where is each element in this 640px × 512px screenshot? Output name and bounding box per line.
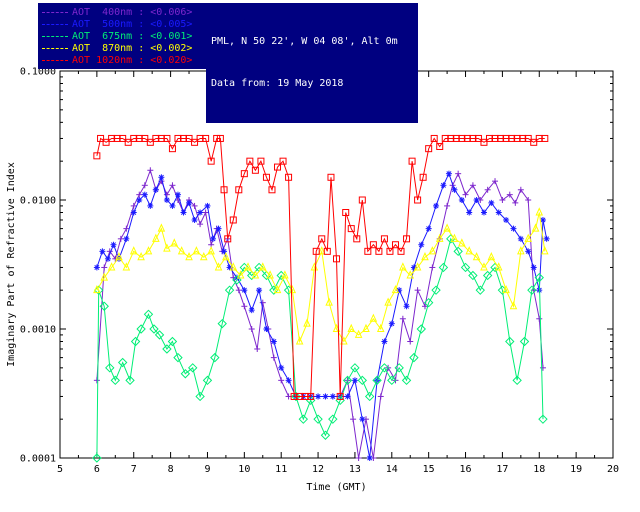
legend-separator: : — [132, 42, 151, 54]
legend-line-sample-1020nm — [42, 59, 68, 61]
svg-text:Time (GMT): Time (GMT) — [306, 482, 366, 493]
svg-text:0.0001: 0.0001 — [20, 454, 56, 465]
legend-label: AOT 870nm — [72, 42, 133, 54]
legend: AOT 400nm : <0.006> AOT 500nm : <0.005> … — [38, 3, 206, 69]
station-info: PML, N 50 22', W 04 08', Alt 0m Data fro… — [206, 3, 418, 123]
station-location-line: PML, N 50 22', W 04 08', Alt 0m — [211, 36, 398, 47]
legend-label: AOT 1020nm — [72, 54, 133, 66]
svg-text:16: 16 — [460, 464, 472, 475]
legend-separator: : — [132, 6, 151, 18]
svg-text:8: 8 — [168, 464, 174, 475]
legend-item-500nm: AOT 500nm : <0.005> — [42, 18, 202, 30]
legend-label: AOT 675nm — [72, 30, 133, 42]
legend-separator: : — [132, 54, 151, 66]
svg-text:12: 12 — [312, 464, 324, 475]
svg-text:5: 5 — [57, 464, 63, 475]
legend-line-sample-675nm — [42, 35, 68, 37]
legend-item-400nm: AOT 400nm : <0.006> — [42, 6, 202, 18]
svg-text:0.0100: 0.0100 — [20, 196, 56, 207]
svg-text:15: 15 — [423, 464, 435, 475]
legend-value: <0.020> — [150, 54, 193, 66]
legend-item-1020nm: AOT 1020nm : <0.020> — [42, 54, 202, 66]
legend-line-sample-870nm — [42, 47, 68, 49]
svg-text:9: 9 — [204, 464, 210, 475]
svg-text:17: 17 — [496, 464, 508, 475]
svg-text:0.0010: 0.0010 — [20, 325, 56, 336]
legend-line-sample-500nm — [42, 23, 68, 25]
legend-separator: : — [132, 30, 151, 42]
svg-text:6: 6 — [94, 464, 100, 475]
svg-text:13: 13 — [349, 464, 361, 475]
svg-text:20: 20 — [607, 464, 619, 475]
svg-text:18: 18 — [533, 464, 545, 475]
svg-text:0.1000: 0.1000 — [20, 67, 56, 78]
legend-line-sample-400nm — [42, 11, 68, 13]
legend-label: AOT 400nm — [72, 6, 133, 18]
svg-text:10: 10 — [238, 464, 250, 475]
svg-text:19: 19 — [570, 464, 582, 475]
data-date-line: Data from: 19 May 2018 — [211, 78, 344, 89]
legend-label: AOT 500nm — [72, 18, 133, 30]
svg-text:11: 11 — [275, 464, 287, 475]
svg-text:7: 7 — [131, 464, 137, 475]
legend-value: <0.001> — [150, 30, 193, 42]
svg-text:Imaginary Part of Refractive I: Imaginary Part of Refractive Index — [6, 162, 17, 367]
legend-value: <0.006> — [150, 6, 193, 18]
legend-item-870nm: AOT 870nm : <0.002> — [42, 42, 202, 54]
legend-item-675nm: AOT 675nm : <0.001> — [42, 30, 202, 42]
legend-value: <0.005> — [150, 18, 193, 30]
svg-text:14: 14 — [386, 464, 398, 475]
legend-separator: : — [132, 18, 151, 30]
legend-value: <0.002> — [150, 42, 193, 54]
